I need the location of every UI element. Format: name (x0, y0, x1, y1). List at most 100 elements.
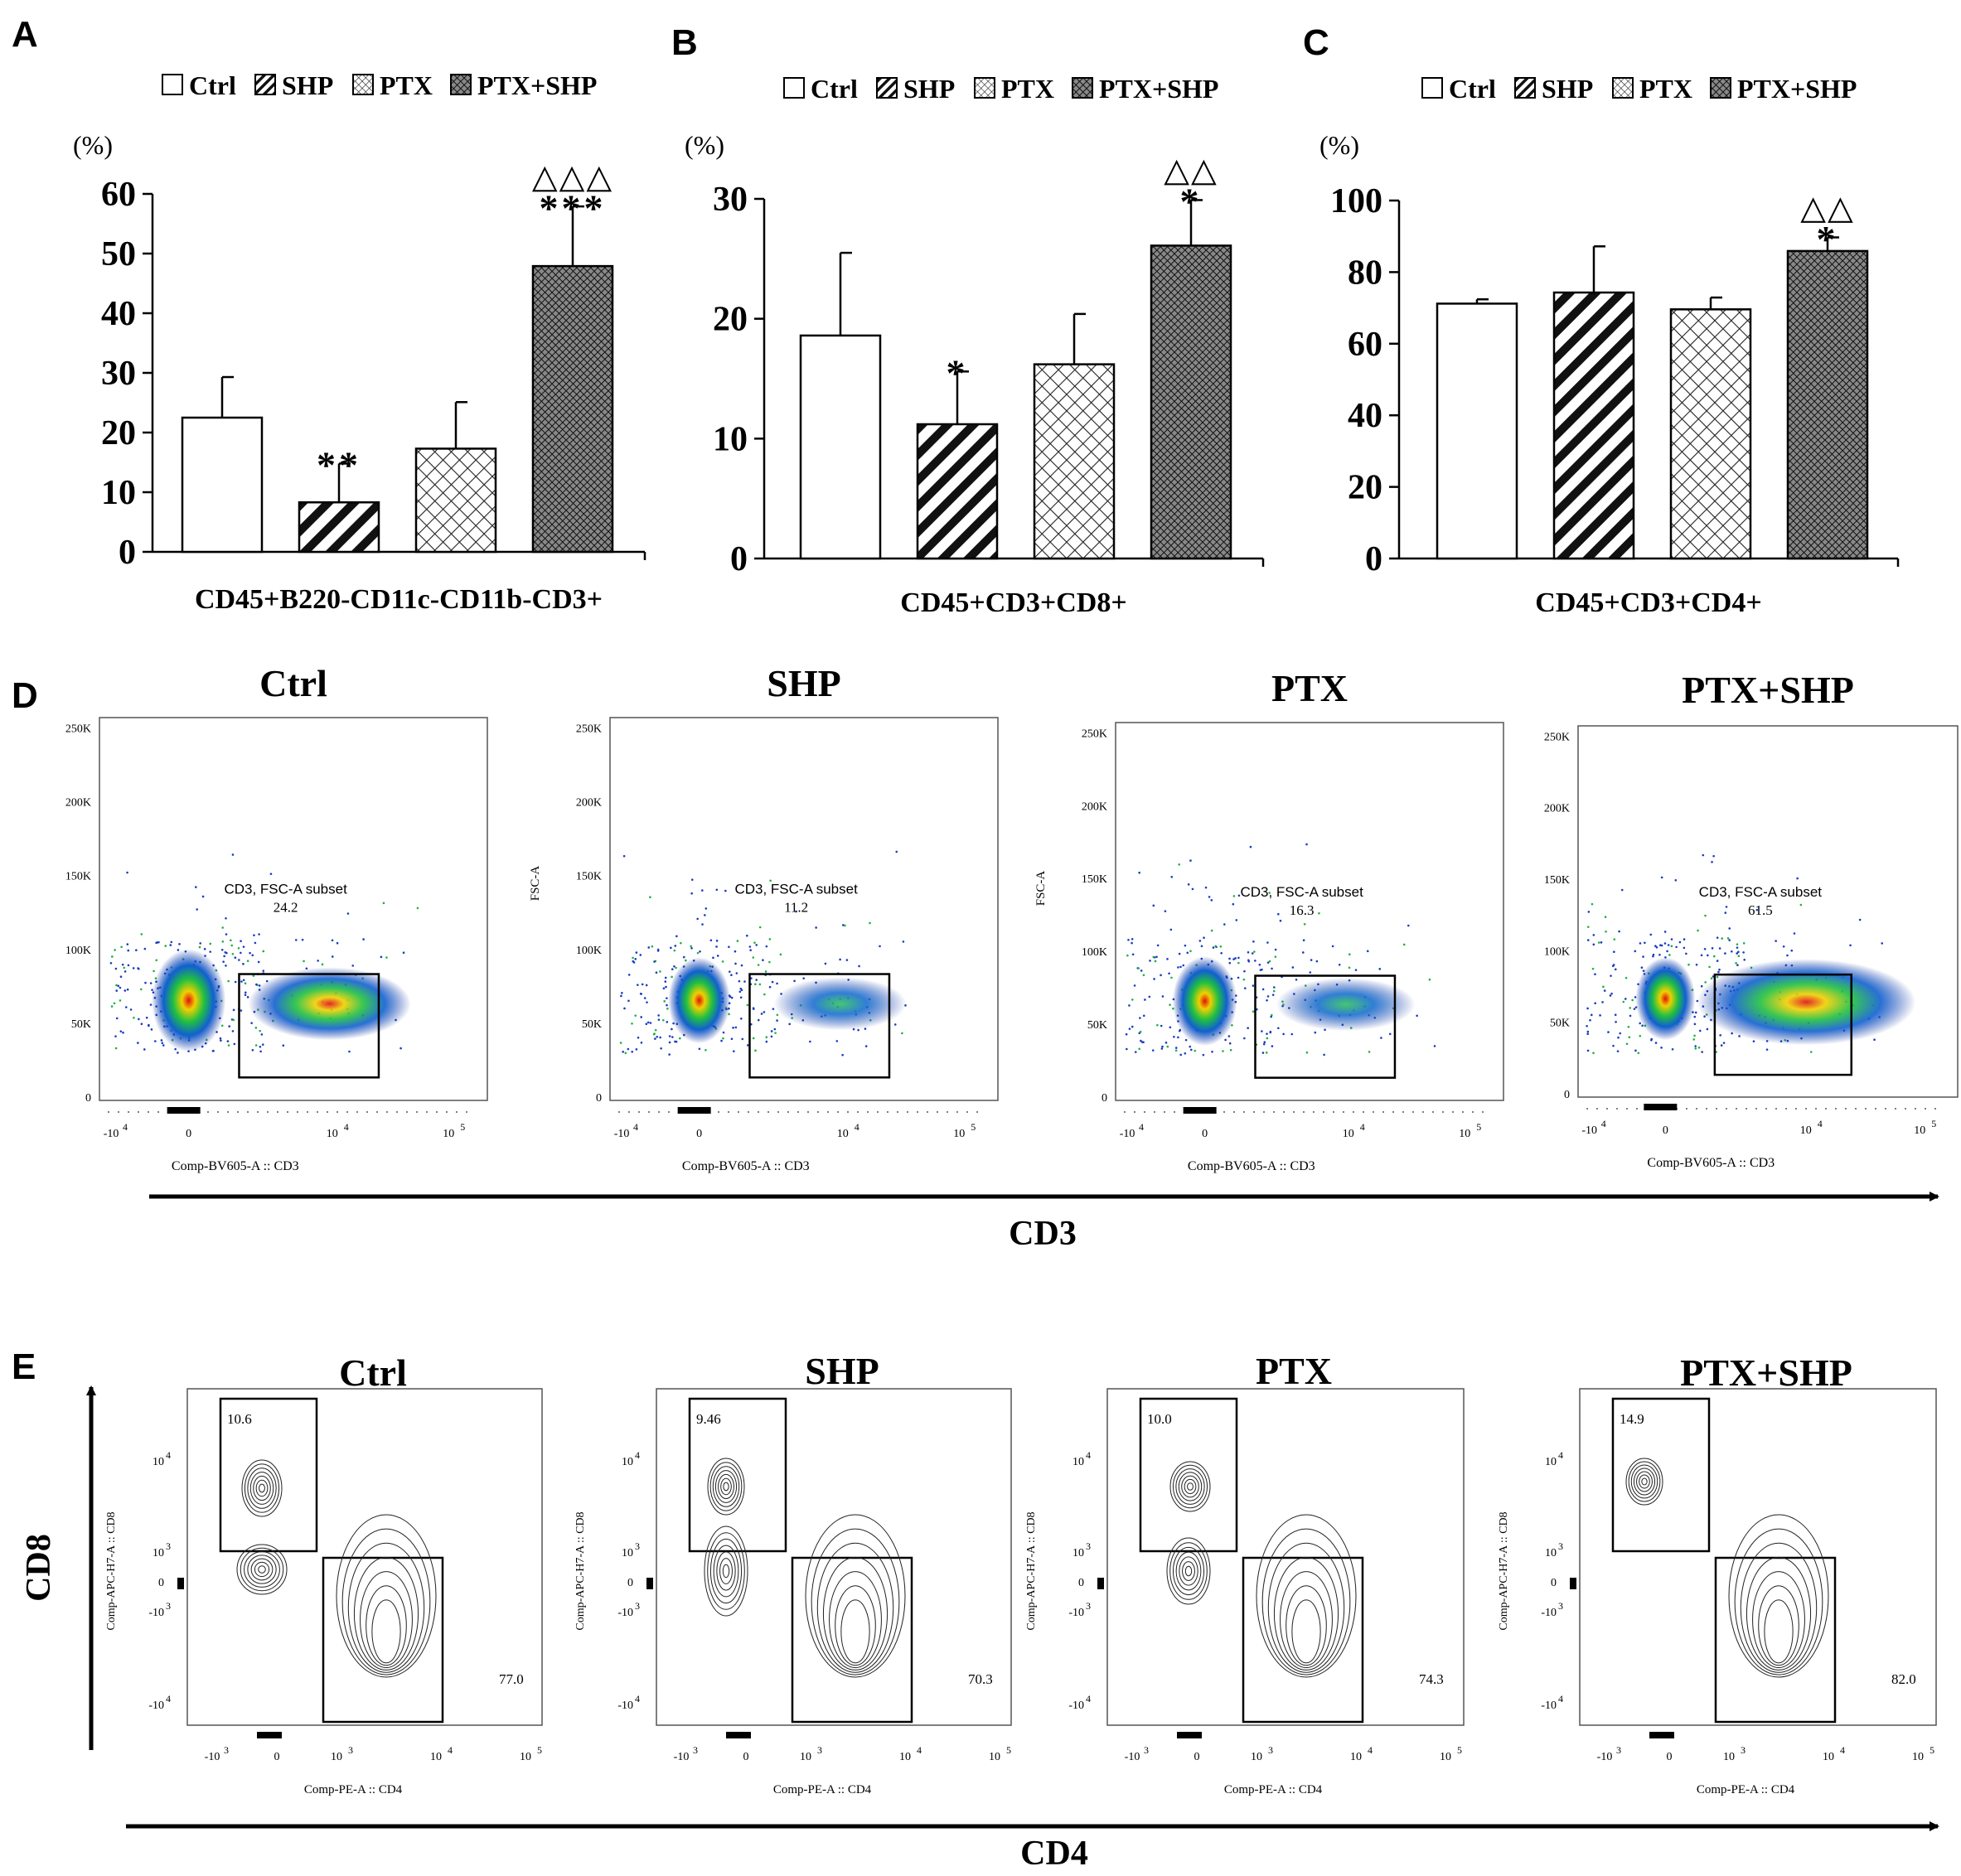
event-dot (1220, 951, 1223, 955)
cd8-gate-percentage: 10.0 (1147, 1411, 1172, 1427)
event-dot (1701, 1051, 1703, 1053)
event-dot (645, 1023, 648, 1026)
bar-ctrl (1436, 302, 1518, 560)
bar-ptx-shp (1150, 244, 1232, 560)
event-dot (715, 888, 719, 892)
legend-label: PTX (380, 70, 433, 100)
event-dot (1652, 955, 1654, 958)
event-dot (1262, 1042, 1266, 1046)
y-tick-label: 0 (1365, 540, 1382, 578)
event-dot (1586, 926, 1590, 928)
event-dot (201, 895, 205, 898)
legend-swatch-ptx-shp (450, 74, 472, 95)
event-dot (117, 984, 120, 988)
event-dot (135, 949, 138, 952)
event-dot (1266, 1037, 1269, 1040)
y-tick-exponent: 3 (1558, 1600, 1563, 1612)
event-dot (1604, 916, 1607, 918)
event-dot (627, 974, 631, 976)
event-dot (715, 940, 719, 942)
event-dot (1728, 927, 1731, 930)
event-dot (123, 966, 126, 969)
cd4-population-contour (835, 1585, 876, 1666)
gate-percentage: 16.3 (1290, 902, 1315, 918)
event-dot (722, 1031, 725, 1034)
double-negative-contour (704, 1525, 748, 1617)
event-dot (199, 942, 202, 945)
event-dot (788, 1023, 791, 1026)
event-dot (221, 926, 225, 929)
gate-percentage: 61.5 (1748, 902, 1773, 918)
legend-label: SHP (1542, 74, 1593, 104)
event-dot (1619, 1032, 1622, 1035)
cd8-population-contour (1172, 1464, 1208, 1509)
event-dot (162, 1044, 165, 1047)
event-dot (1737, 955, 1741, 958)
x-axis-label: Comp-PE-A :: CD4 (1224, 1783, 1323, 1796)
cd8-population-contour (1187, 1482, 1194, 1491)
event-dot (1586, 1024, 1588, 1027)
event-dot (743, 980, 746, 983)
event-dot (1126, 1047, 1128, 1051)
x-tick-label: -10 (1120, 1128, 1135, 1140)
y-tick-exponent: 4 (1558, 1449, 1563, 1461)
bar-ctrl (181, 416, 264, 554)
legend-swatch-ptx (352, 74, 374, 95)
gate-label: CD3, FSC-A subset (1240, 884, 1363, 900)
event-dot (1633, 1008, 1636, 1010)
event-dot (382, 902, 385, 905)
flow-plot-ptx-shp: PTX+SHP CD3, FSC-A subset 61.5 0 50K 100K 150K… (1544, 669, 1959, 1170)
event-dot (1125, 1032, 1128, 1036)
event-dot (690, 878, 694, 881)
event-dot (762, 959, 764, 962)
event-dot (1243, 969, 1246, 973)
cd4-population-contour (1746, 1556, 1812, 1671)
cd4-population-contour (1728, 1514, 1829, 1678)
event-dot (115, 984, 118, 987)
event-dot (839, 958, 841, 961)
event-dot (640, 1041, 643, 1044)
event-dot (262, 969, 265, 972)
cd8-population-contour (1181, 1475, 1199, 1498)
x-zero-ticks (726, 1732, 751, 1738)
event-dot (1203, 936, 1205, 940)
event-dot (1378, 968, 1382, 970)
event-dot (671, 968, 674, 971)
event-dot (127, 964, 130, 967)
event-dot (1211, 1051, 1213, 1053)
y-tick-exponent: 4 (635, 1693, 640, 1704)
event-dot (659, 970, 661, 973)
event-dot (671, 1027, 673, 1031)
event-dot (729, 970, 731, 973)
event-dot (1273, 986, 1276, 989)
event-dot (1796, 877, 1799, 880)
x-axis-label: CD45+CD3+CD4+ (1535, 587, 1761, 618)
event-dot (1849, 944, 1852, 947)
panel-letter-a: A (12, 14, 38, 55)
event-dot (757, 964, 760, 966)
event-dot (758, 983, 762, 986)
event-dot (666, 1021, 669, 1023)
event-dot (1274, 955, 1277, 958)
event-dot (690, 945, 692, 948)
cd4-population-contour (366, 1585, 407, 1666)
event-dot (232, 1008, 235, 1012)
event-dot (736, 940, 739, 942)
event-dot (150, 1028, 153, 1031)
event-dot (690, 946, 693, 950)
y-tick-label: 0 (1078, 1577, 1084, 1589)
event-dot (753, 941, 756, 944)
event-dot (1602, 985, 1605, 989)
y-zero-ticks (1570, 1578, 1576, 1589)
event-dot (1295, 978, 1298, 981)
event-dot (1170, 875, 1174, 878)
event-dot (1223, 923, 1226, 926)
x-tick-exponent: 5 (460, 1121, 465, 1133)
cd8-population-contour (1178, 1472, 1203, 1501)
contour-plot-ctrl: Ctrl10.677.0-104-1030103104Comp-APC-H7-A… (105, 1351, 543, 1796)
event-dot (776, 1019, 778, 1022)
event-dot (1274, 948, 1277, 951)
event-dot (858, 965, 860, 968)
x-zero-ticks (1183, 1107, 1217, 1114)
event-dot (685, 959, 687, 962)
